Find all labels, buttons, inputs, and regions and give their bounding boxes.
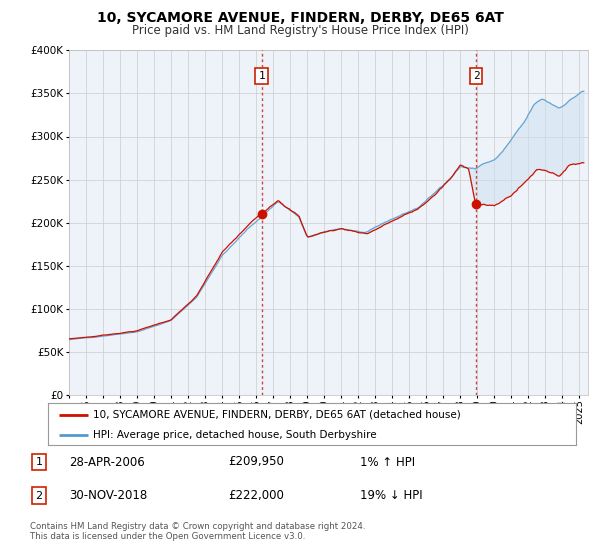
Text: 2: 2 <box>35 491 43 501</box>
Text: 30-NOV-2018: 30-NOV-2018 <box>69 489 147 502</box>
Text: 10, SYCAMORE AVENUE, FINDERN, DERBY, DE65 6AT (detached house): 10, SYCAMORE AVENUE, FINDERN, DERBY, DE6… <box>93 410 461 420</box>
Text: £209,950: £209,950 <box>228 455 284 469</box>
Text: £222,000: £222,000 <box>228 489 284 502</box>
Text: HPI: Average price, detached house, South Derbyshire: HPI: Average price, detached house, Sout… <box>93 430 377 440</box>
Text: 1: 1 <box>35 457 43 467</box>
Text: 1% ↑ HPI: 1% ↑ HPI <box>360 455 415 469</box>
Text: Price paid vs. HM Land Registry's House Price Index (HPI): Price paid vs. HM Land Registry's House … <box>131 24 469 36</box>
Text: 28-APR-2006: 28-APR-2006 <box>69 455 145 469</box>
Text: 2: 2 <box>473 71 479 81</box>
Text: 1: 1 <box>258 71 265 81</box>
Text: Contains HM Land Registry data © Crown copyright and database right 2024.
This d: Contains HM Land Registry data © Crown c… <box>30 522 365 542</box>
Text: 10, SYCAMORE AVENUE, FINDERN, DERBY, DE65 6AT: 10, SYCAMORE AVENUE, FINDERN, DERBY, DE6… <box>97 11 503 25</box>
Text: 19% ↓ HPI: 19% ↓ HPI <box>360 489 422 502</box>
